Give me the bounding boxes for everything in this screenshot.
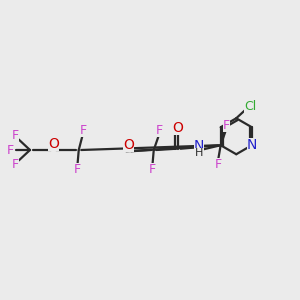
Text: F: F [7, 143, 14, 157]
Text: O: O [123, 138, 134, 152]
Text: F: F [74, 163, 81, 176]
Text: O: O [48, 137, 59, 151]
Text: F: F [214, 158, 222, 171]
Text: Cl: Cl [244, 100, 256, 113]
Text: H: H [195, 148, 203, 158]
Text: F: F [156, 124, 163, 137]
Text: F: F [11, 158, 19, 171]
Text: F: F [149, 163, 156, 176]
Text: O: O [172, 121, 183, 135]
Text: N: N [247, 138, 257, 152]
Text: F: F [80, 124, 87, 137]
Text: N: N [194, 139, 204, 153]
Text: F: F [223, 119, 230, 132]
Text: F: F [11, 129, 19, 142]
